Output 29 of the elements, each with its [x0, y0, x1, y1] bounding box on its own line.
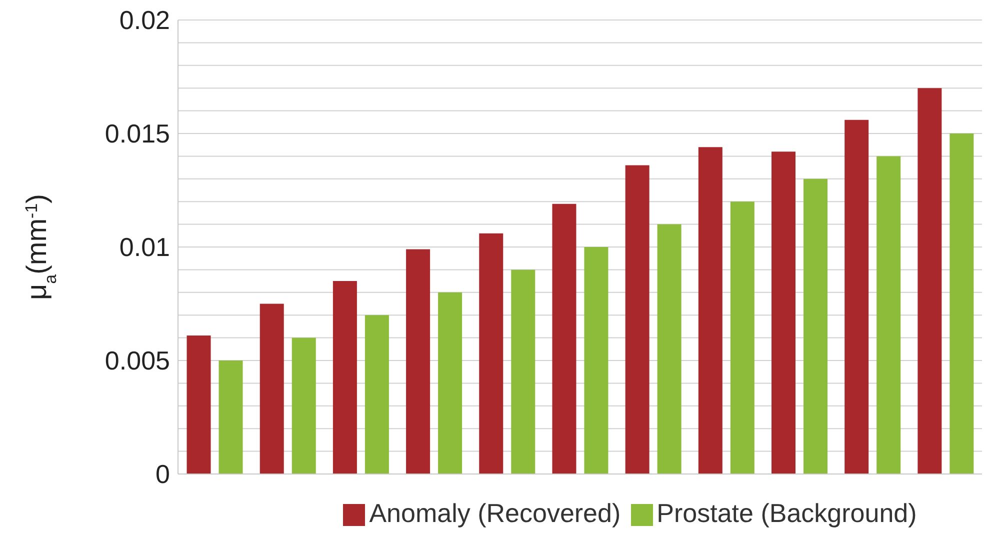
bar [625, 165, 650, 474]
bar [292, 338, 316, 474]
bar [950, 134, 974, 474]
bar [772, 152, 796, 474]
y-tick-label: 0.015 [104, 118, 170, 149]
bar [584, 247, 608, 474]
bar [479, 233, 504, 474]
y-tick-label: 0 [156, 459, 170, 490]
y-tick-label: 0.02 [119, 5, 170, 36]
bar [844, 120, 869, 474]
bar [918, 88, 942, 474]
bar [406, 249, 430, 474]
y-tick-label: 0.01 [119, 232, 170, 262]
bar [218, 360, 243, 474]
y-tick-label: 0.005 [104, 346, 170, 376]
bar [804, 178, 828, 474]
bar [876, 156, 901, 474]
bar [260, 304, 284, 474]
bar [730, 202, 754, 474]
legend-label: Anomaly (Recovered) [369, 498, 621, 528]
bar [438, 292, 462, 474]
bar [186, 336, 211, 474]
bar [364, 315, 389, 474]
bar [698, 147, 722, 474]
bar [332, 281, 357, 474]
bar [552, 204, 576, 474]
bar [657, 224, 682, 474]
legend-label: Prostate (Background) [656, 498, 917, 528]
bar [511, 270, 536, 474]
